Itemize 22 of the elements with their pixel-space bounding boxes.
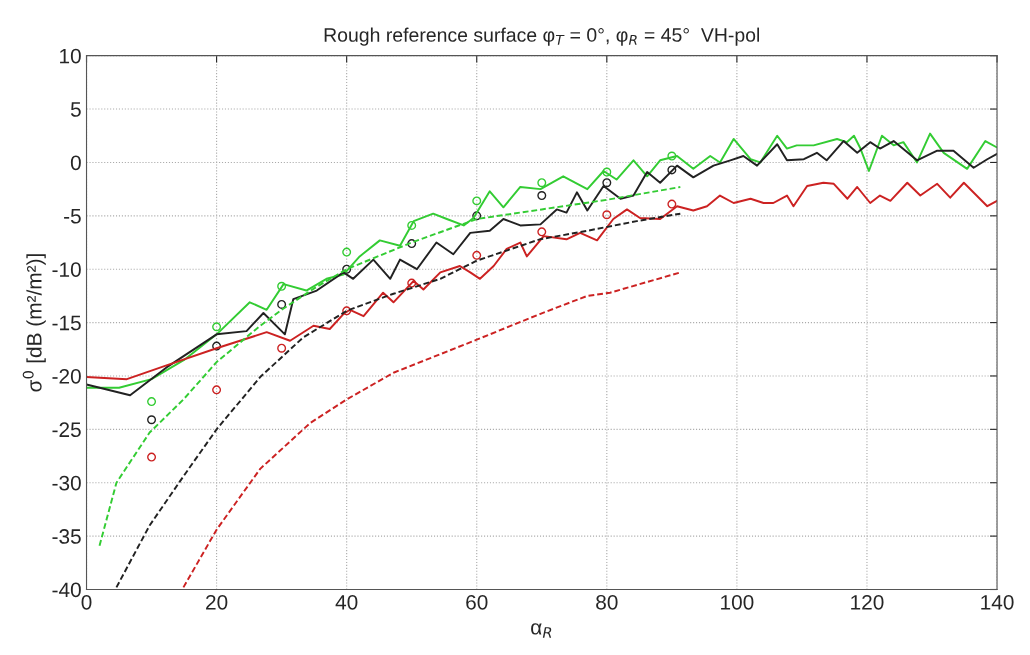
- y-tick-label: -30: [52, 475, 81, 491]
- x-tick-label: 120: [851, 594, 884, 610]
- y-tick-label: 0: [70, 155, 81, 171]
- y-tick-label: 5: [70, 102, 81, 117]
- x-tick-label: 20: [206, 594, 228, 610]
- y-tick-label: -15: [52, 315, 81, 331]
- y-tick-label: -20: [52, 368, 81, 384]
- y-axis-title: σ$^{0}$ [dB (m²/m²)]: [22, 254, 46, 392]
- y-tick-label: -5: [64, 209, 81, 224]
- x-tick-label: 100: [721, 594, 754, 610]
- y-tick-label: -40: [52, 582, 81, 598]
- y-tick-label: -10: [52, 262, 81, 277]
- y-tick-label: -35: [52, 529, 81, 544]
- x-axis-title: α$_{R}$: [531, 623, 552, 638]
- x-tick-label: 60: [466, 594, 488, 610]
- x-tick-label: 140: [981, 594, 1014, 610]
- x-tick-label: 0: [81, 594, 92, 610]
- x-tick-label: 40: [335, 594, 358, 610]
- y-tick-label: 10: [60, 48, 81, 64]
- x-tick-label: 80: [596, 594, 618, 610]
- chart-title: Rough reference surface φ$_{T}$ = 0°, φ$_{R}$ = 45° VH-pol: [324, 27, 760, 46]
- y-tick-label: -25: [52, 422, 81, 438]
